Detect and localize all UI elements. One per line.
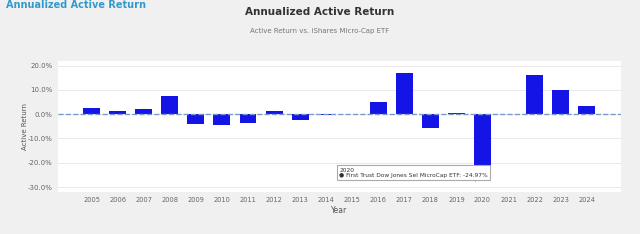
Bar	[188, 114, 204, 124]
Bar	[579, 106, 595, 114]
Text: Active Return vs. iShares Micro-Cap ETF: Active Return vs. iShares Micro-Cap ETF	[250, 28, 390, 34]
Bar	[109, 111, 126, 114]
Bar	[266, 111, 282, 114]
Bar	[214, 114, 230, 125]
Bar	[239, 114, 257, 123]
Bar	[135, 109, 152, 114]
Bar	[396, 73, 413, 114]
Text: Annualized Active Return: Annualized Active Return	[245, 7, 395, 17]
Bar	[161, 96, 179, 114]
Bar	[317, 114, 335, 115]
Bar	[448, 113, 465, 114]
Y-axis label: Active Return: Active Return	[22, 103, 28, 150]
Text: Annualized Active Return: Annualized Active Return	[6, 0, 147, 10]
Bar	[552, 90, 569, 114]
Bar	[474, 114, 491, 175]
X-axis label: Year: Year	[331, 205, 348, 215]
Text: 2020
● First Trust Dow Jones Sel MicroCap ETF: -24.97%: 2020 ● First Trust Dow Jones Sel MicroCa…	[339, 168, 488, 178]
Bar	[422, 114, 439, 128]
Bar	[83, 108, 100, 114]
Bar	[526, 75, 543, 114]
Bar	[370, 102, 387, 114]
Bar	[292, 114, 308, 120]
